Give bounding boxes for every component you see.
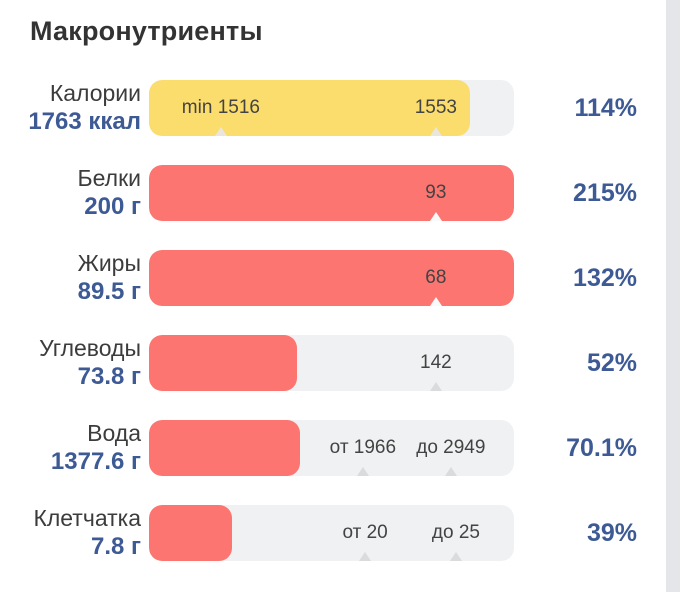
nutrient-row: Вода 1377.6 г от 1966 до 2949 70.1% bbox=[0, 420, 666, 476]
nutrient-row: Клетчатка 7.8 г от 20 до 25 39% bbox=[0, 505, 666, 561]
nutrient-name: Углеводы bbox=[39, 335, 141, 362]
nutrient-labels: Калории 1763 ккал bbox=[0, 80, 141, 135]
threshold-marker-icon bbox=[449, 552, 462, 561]
progress-bar-fill bbox=[149, 335, 297, 391]
nutrient-amount: 89.5 г bbox=[77, 277, 141, 305]
nutrient-name: Вода bbox=[87, 420, 141, 447]
nutrient-amount: 1763 ккал bbox=[28, 107, 141, 135]
progress-bar-fill bbox=[149, 80, 471, 136]
percent-of-norm: 114% bbox=[574, 93, 637, 122]
progress-bar-fill bbox=[149, 250, 514, 306]
macronutrients-panel: Макронутриенты Калории 1763 ккал min 151… bbox=[0, 16, 666, 561]
progress-bar-track: min 1516 1553 bbox=[149, 80, 514, 136]
nutrient-amount: 200 г bbox=[84, 192, 141, 220]
bar-value-label: до 2949 bbox=[416, 437, 486, 458]
nutrient-row: Жиры 89.5 г 68 132% bbox=[0, 250, 666, 306]
threshold-marker-icon bbox=[429, 127, 442, 136]
progress-bar-track: 68 bbox=[149, 250, 514, 306]
percent-of-norm: 39% bbox=[586, 518, 637, 547]
bar-value-label: 1553 bbox=[414, 97, 458, 118]
percent-of-norm: 132% bbox=[573, 263, 637, 292]
progress-bar-track: 93 bbox=[149, 165, 514, 221]
bar-value-label: от 1966 bbox=[329, 437, 397, 458]
percent-of-norm: 52% bbox=[586, 348, 637, 377]
bar-value-label: до 25 bbox=[431, 522, 480, 543]
nutrient-labels: Углеводы 73.8 г bbox=[0, 335, 141, 390]
threshold-marker-icon bbox=[356, 467, 369, 476]
nutrient-labels: Жиры 89.5 г bbox=[0, 250, 141, 305]
scrollbar-track[interactable] bbox=[666, 0, 680, 592]
nutrient-name: Жиры bbox=[77, 250, 141, 277]
threshold-marker-icon bbox=[214, 127, 227, 136]
nutrient-row: Калории 1763 ккал min 1516 1553 114% bbox=[0, 80, 666, 136]
progress-bar-track: от 1966 до 2949 bbox=[149, 420, 514, 476]
threshold-marker-icon bbox=[359, 552, 372, 561]
bar-value-label: min 1516 bbox=[181, 97, 260, 118]
nutrient-amount: 73.8 г bbox=[77, 362, 141, 390]
nutrient-rows: Калории 1763 ккал min 1516 1553 114% Белк… bbox=[0, 80, 666, 561]
nutrient-labels: Вода 1377.6 г bbox=[0, 420, 141, 475]
threshold-marker-icon bbox=[444, 467, 457, 476]
nutrient-name: Клетчатка bbox=[33, 505, 141, 532]
progress-bar-track: 142 bbox=[149, 335, 514, 391]
percent-of-norm: 215% bbox=[573, 178, 637, 207]
page-title: Макронутриенты bbox=[30, 16, 263, 46]
nutrient-row: Белки 200 г 93 215% bbox=[0, 165, 666, 221]
progress-bar-fill bbox=[149, 165, 514, 221]
nutrient-amount: 1377.6 г bbox=[50, 447, 141, 475]
bar-value-label: 68 bbox=[425, 267, 447, 288]
progress-bar-track: от 20 до 25 bbox=[149, 505, 514, 561]
threshold-marker-icon bbox=[429, 297, 442, 306]
nutrient-name: Белки bbox=[77, 165, 141, 192]
nutrient-labels: Клетчатка 7.8 г bbox=[0, 505, 141, 560]
nutrient-amount: 7.8 г bbox=[90, 532, 141, 560]
threshold-marker-icon bbox=[429, 382, 442, 391]
threshold-marker-icon bbox=[429, 212, 442, 221]
nutrient-labels: Белки 200 г bbox=[0, 165, 141, 220]
progress-bar-fill bbox=[149, 420, 301, 476]
bar-value-label: от 20 bbox=[342, 522, 388, 543]
percent-of-norm: 70.1% bbox=[566, 433, 637, 462]
progress-bar-fill bbox=[149, 505, 233, 561]
bar-value-label: 142 bbox=[420, 352, 452, 373]
bar-value-label: 93 bbox=[425, 182, 447, 203]
nutrient-name: Калории bbox=[49, 80, 141, 107]
nutrient-row: Углеводы 73.8 г 142 52% bbox=[0, 335, 666, 391]
